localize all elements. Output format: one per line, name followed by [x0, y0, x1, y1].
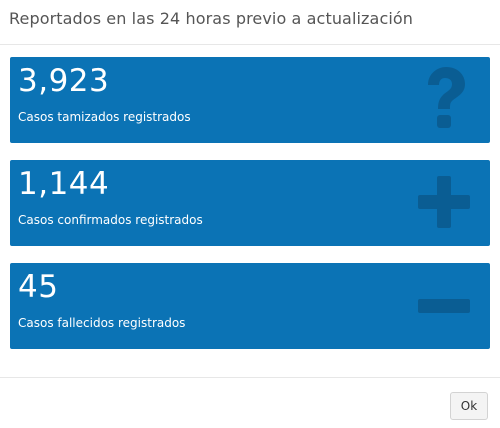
minus-icon — [418, 299, 470, 313]
stat-label: Casos tamizados registrados — [18, 110, 191, 124]
stat-value: 45 — [18, 269, 59, 305]
ok-button[interactable]: Ok — [450, 392, 488, 420]
modal-title: Reportados en las 24 horas previo a actu… — [9, 9, 414, 28]
stat-label: Casos fallecidos registrados — [18, 316, 186, 330]
stat-card-deceased: 45 Casos fallecidos registrados — [10, 263, 490, 349]
stat-card-screened: 3,923 Casos tamizados registrados — [10, 57, 490, 143]
stat-card-confirmed: 1,144 Casos confirmados registrados — [10, 160, 490, 246]
stat-value: 1,144 — [18, 166, 110, 202]
question-icon — [428, 67, 465, 128]
stat-label: Casos confirmados registrados — [18, 213, 203, 227]
stat-value: 3,923 — [18, 63, 110, 99]
modal-footer: Ok — [0, 377, 500, 428]
plus-icon — [418, 176, 470, 228]
modal-header: Reportados en las 24 horas previo a actu… — [0, 0, 500, 45]
